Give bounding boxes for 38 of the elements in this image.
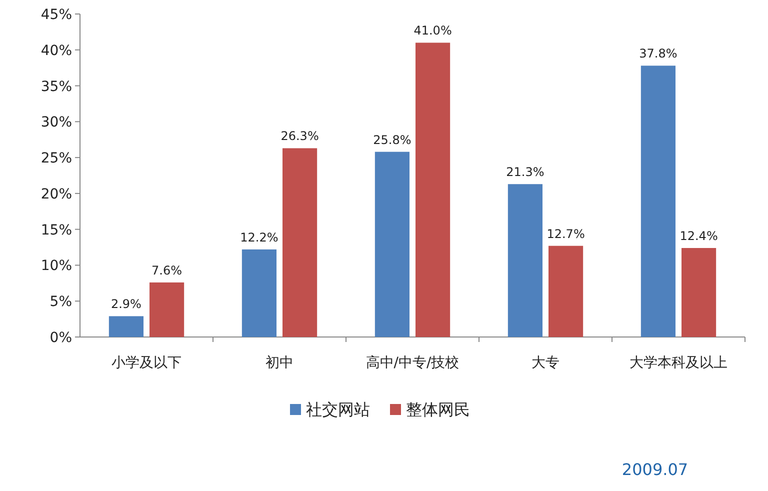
data-label: 37.8% xyxy=(639,46,678,61)
x-tick-label: 初中 xyxy=(266,355,294,371)
data-label: 25.8% xyxy=(373,132,412,147)
bar xyxy=(374,152,410,337)
bar xyxy=(242,249,276,337)
x-tick-label: 小学及以下 xyxy=(112,355,182,371)
data-label: 26.3% xyxy=(280,129,319,144)
data-label: 12.2% xyxy=(240,230,278,244)
y-tick-label: 10% xyxy=(40,258,72,274)
legend-label: 整体网民 xyxy=(406,400,470,419)
bar xyxy=(108,316,144,337)
text: 2009.07 xyxy=(622,460,688,479)
data-label: 12.4% xyxy=(680,228,718,243)
bar xyxy=(640,66,676,337)
y-tick-label: 30% xyxy=(40,114,72,131)
bar xyxy=(416,42,450,337)
legend-label: 社交网站 xyxy=(306,400,370,419)
x-tick-label: 高中/中专/技校 xyxy=(366,355,460,371)
x-tick-label: 大学本科及以上 xyxy=(630,355,728,371)
bar xyxy=(282,148,318,337)
y-tick-label: 0% xyxy=(50,330,72,346)
y-tick-label: 40% xyxy=(40,42,72,59)
data-label: 41.0% xyxy=(414,24,452,38)
bar xyxy=(682,248,716,337)
y-tick-label: 45% xyxy=(40,7,72,23)
bar xyxy=(508,184,542,337)
data-label: 2.9% xyxy=(110,297,142,312)
bar xyxy=(548,246,584,337)
data-label: 7.6% xyxy=(152,263,182,278)
y-tick-label: 20% xyxy=(40,186,72,202)
data-label: 12.7% xyxy=(546,226,585,241)
y-tick-label: 5% xyxy=(50,294,72,310)
bar xyxy=(150,282,184,337)
y-tick-label: 35% xyxy=(40,78,72,95)
data-label: 21.3% xyxy=(506,165,544,180)
y-tick-label: 15% xyxy=(40,222,72,238)
x-tick-label: 大专 xyxy=(532,355,560,371)
y-tick-label: 25% xyxy=(40,150,72,167)
